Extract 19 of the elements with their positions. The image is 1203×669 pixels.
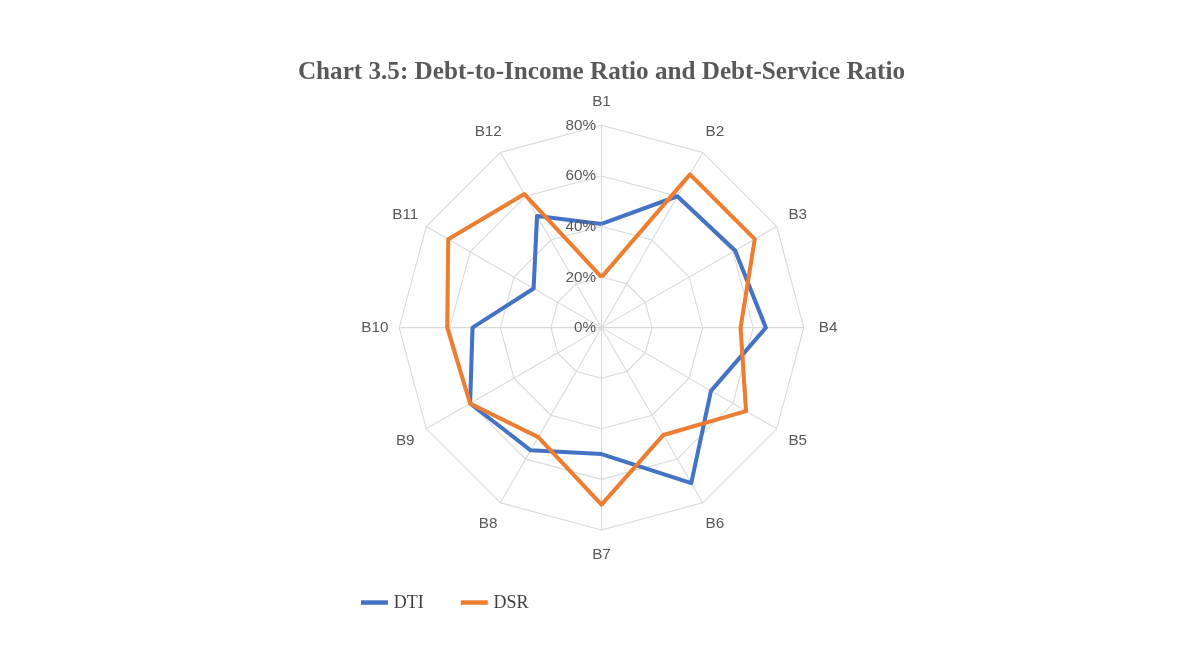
spoke-label: B3 xyxy=(788,204,808,222)
spoke-label: B11 xyxy=(392,204,419,222)
spoke-label: B10 xyxy=(361,318,389,336)
spoke-label: B6 xyxy=(705,514,725,532)
y-tick-label: 0% xyxy=(574,318,597,336)
legend-label: DTI xyxy=(393,591,424,612)
chart-title: Chart 3.5: Debt-to-Income Ratio and Debt-Service Ratio xyxy=(297,57,906,85)
y-tick-label: 80% xyxy=(565,115,597,133)
y-tick-label: 60% xyxy=(565,166,597,184)
y-tick-label: 20% xyxy=(565,267,597,285)
spoke-label: B12 xyxy=(474,121,502,139)
spoke-label: B9 xyxy=(395,431,415,449)
spoke-label: B1 xyxy=(592,91,611,109)
spoke-label: B5 xyxy=(788,431,808,449)
spoke-label: B4 xyxy=(818,318,838,336)
spoke-label: B2 xyxy=(705,121,725,139)
spoke-label: B8 xyxy=(478,514,498,532)
legend-label: DSR xyxy=(493,591,529,612)
spoke-label: B7 xyxy=(592,544,611,562)
